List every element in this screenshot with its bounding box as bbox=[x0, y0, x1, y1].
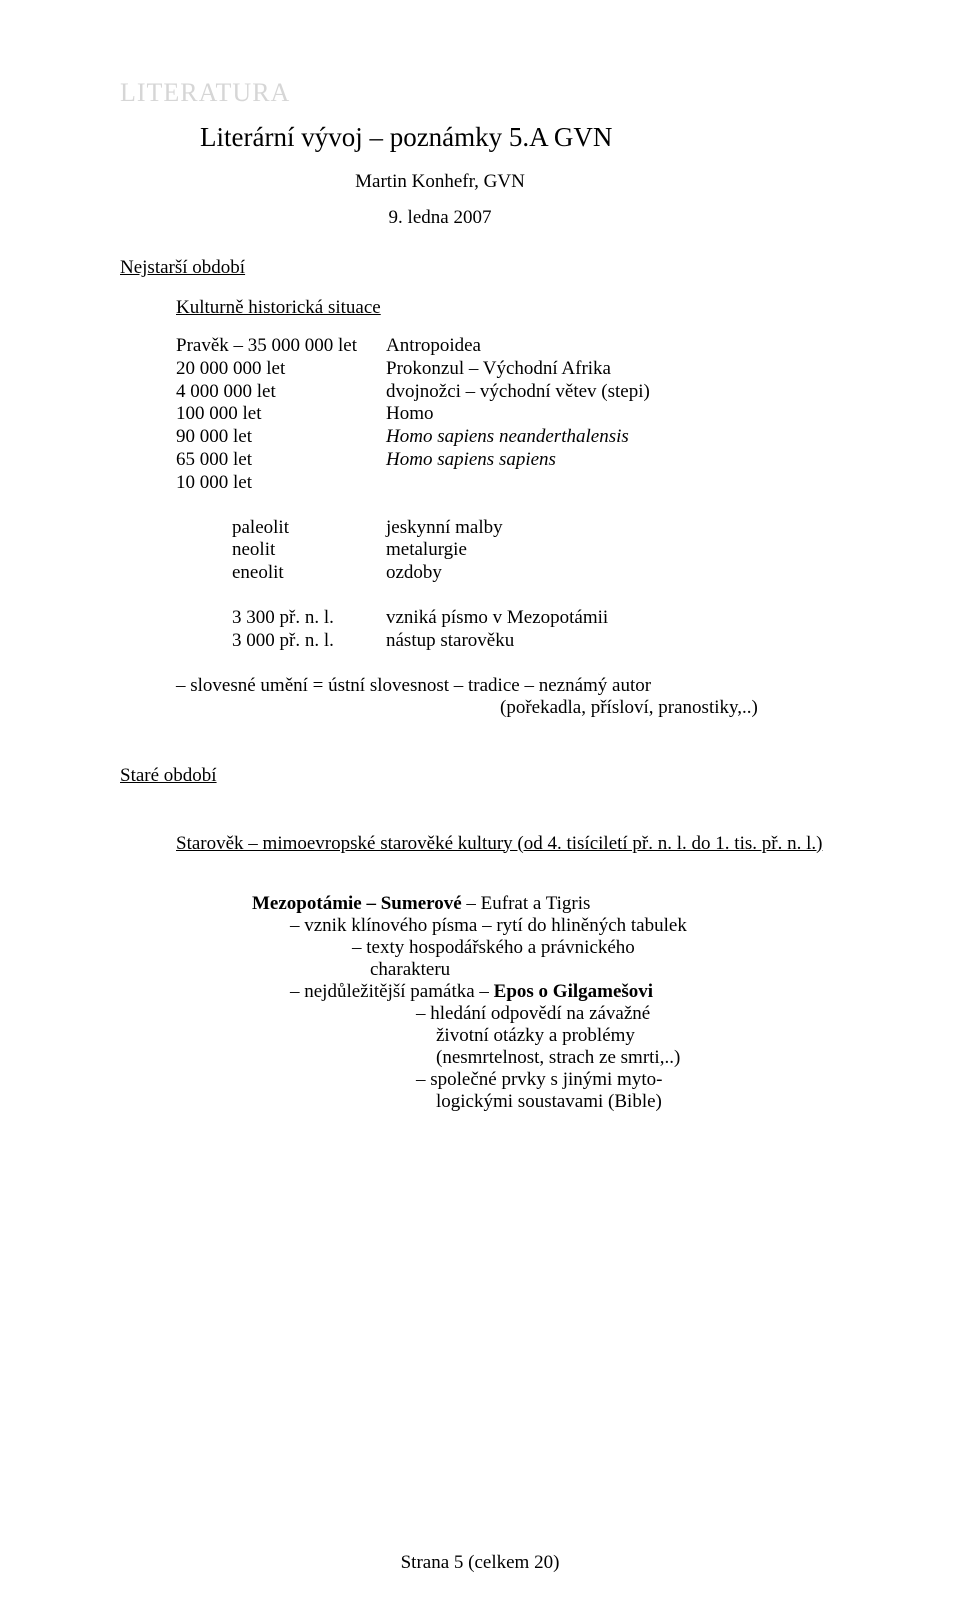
t1-left-5: 65 000 let bbox=[176, 449, 386, 472]
timeline-table-2: paleolit neolit eneolit jeskynní malby m… bbox=[232, 517, 840, 585]
meso-bold: Mezopotámie – Sumerové bbox=[252, 893, 462, 914]
t1-left-4: 90 000 let bbox=[176, 426, 386, 449]
t3-left-1: 3 000 př. n. l. bbox=[232, 630, 386, 653]
t2-right-2: ozdoby bbox=[386, 562, 840, 585]
meso-suffix: – Eufrat a Tigris bbox=[462, 893, 591, 914]
t2-right-0: jeskynní malby bbox=[386, 517, 840, 540]
sub-heading-antiquity: Starověk – mimoevropské starověké kultur… bbox=[176, 833, 840, 855]
t1-right-2: dvojnožci – východní větev (stepi) bbox=[386, 381, 840, 404]
epos-bold: Epos o Gilgamešovi bbox=[494, 981, 653, 1002]
t2-left-2: eneolit bbox=[232, 562, 386, 585]
meso-line-5b: životní otázky a problémy bbox=[436, 1025, 840, 1047]
meso-line-5a: – hledání odpovědí na závažné bbox=[416, 1003, 840, 1025]
note-line-2: (pořekadla, přísloví, pranostiky,..) bbox=[500, 697, 840, 719]
meso-line-2: – vznik klínového písma – rytí do hliněn… bbox=[290, 915, 840, 937]
t1-right-1: Prokonzul – Východní Afrika bbox=[386, 358, 840, 381]
t1-left-3: 100 000 let bbox=[176, 403, 386, 426]
meso-line-6b: logickými soustavami (Bible) bbox=[436, 1091, 840, 1113]
section-heading-oldest: Nejstarší období bbox=[120, 257, 840, 279]
t1-right-3: Homo bbox=[386, 403, 840, 426]
t2-left-0: paleolit bbox=[232, 517, 386, 540]
sub-heading-context: Kulturně historická situace bbox=[176, 297, 840, 319]
meso-line-3: – texty hospodářského a právnického bbox=[352, 937, 840, 959]
date-line: 9. ledna 2007 bbox=[120, 207, 760, 229]
author-line: Martin Konhefr, GVN bbox=[120, 171, 760, 193]
t2-right-1: metalurgie bbox=[386, 539, 840, 562]
meso-line-5c: (nesmrtelnost, strach ze smrti,..) bbox=[436, 1047, 840, 1069]
t3-right-1: nástup starověku bbox=[386, 630, 840, 653]
t1-right-4: Homo sapiens neanderthalensis bbox=[386, 426, 840, 449]
site-header: LITERATURA bbox=[120, 78, 840, 108]
t1-right-0: Antropoidea bbox=[386, 335, 840, 358]
t1-left-1: 20 000 000 let bbox=[176, 358, 386, 381]
t1-left-2: 4 000 000 let bbox=[176, 381, 386, 404]
meso-line-4: – nejdůležitější památka – Epos o Gilgam… bbox=[290, 981, 840, 1003]
timeline-table-1: Pravěk – 35 000 000 let 20 000 000 let 4… bbox=[176, 335, 840, 495]
t2-left-1: neolit bbox=[232, 539, 386, 562]
timeline-table-3: 3 300 př. n. l. 3 000 př. n. l. vzniká p… bbox=[232, 607, 840, 653]
t3-left-0: 3 300 př. n. l. bbox=[232, 607, 386, 630]
t3-right-0: vzniká písmo v Mezopotámii bbox=[386, 607, 840, 630]
t1-right-5: Homo sapiens sapiens bbox=[386, 449, 840, 472]
doc-title: Literární vývoj – poznámky 5.A GVN bbox=[200, 122, 840, 153]
meso-l4-prefix: – nejdůležitější památka – bbox=[290, 981, 494, 1002]
t1-left-0: Pravěk – 35 000 000 let bbox=[176, 335, 386, 358]
meso-line-6a: – společné prvky s jinými myto- bbox=[416, 1069, 840, 1091]
meso-line-3b: charakteru bbox=[370, 959, 840, 981]
section-heading-old: Staré období bbox=[120, 765, 840, 787]
t1-left-6: 10 000 let bbox=[176, 472, 386, 495]
page-footer: Strana 5 (celkem 20) bbox=[0, 1552, 960, 1574]
meso-line-1: Mezopotámie – Sumerové – Eufrat a Tigris bbox=[252, 893, 840, 915]
note-line-1: – slovesné umění = ústní slovesnost – tr… bbox=[176, 675, 840, 697]
